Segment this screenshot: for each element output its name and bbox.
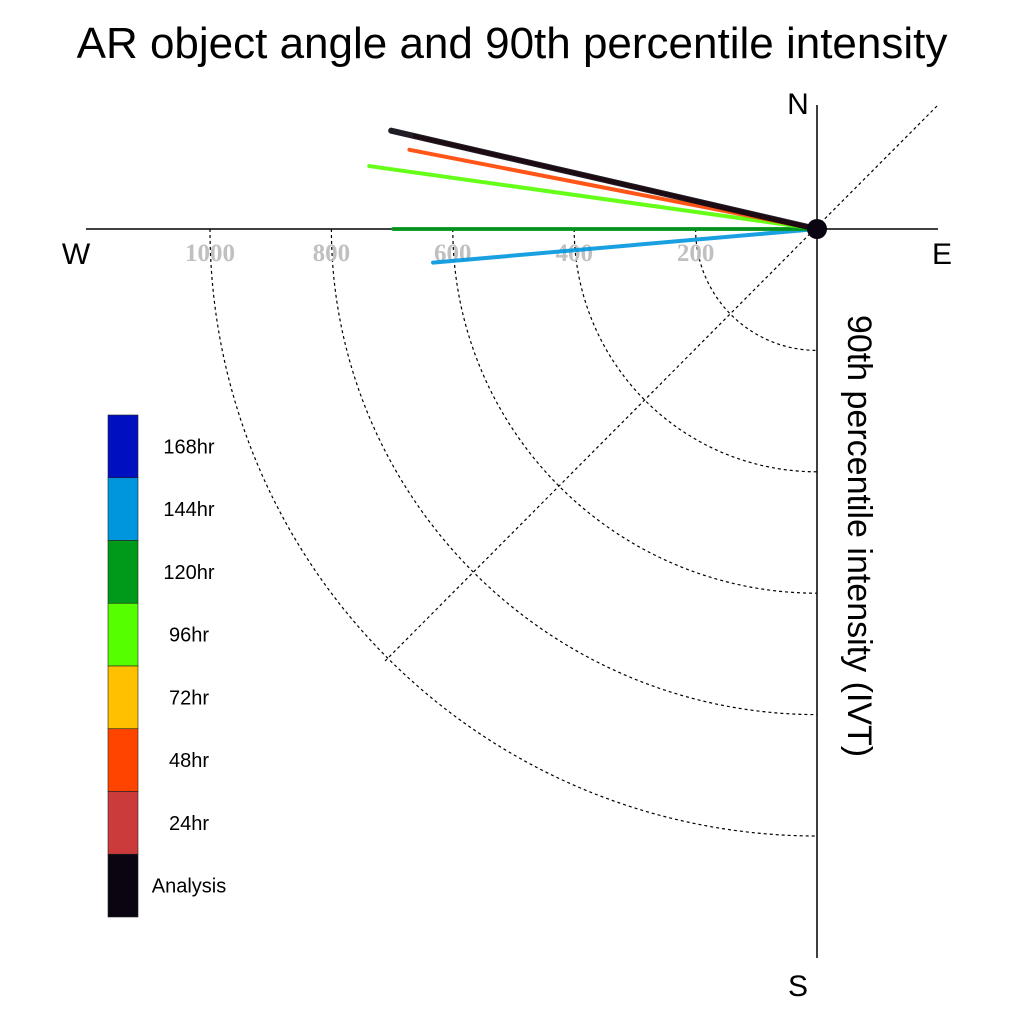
- legend-label: 120hr: [163, 562, 214, 584]
- legend-swatch-168hr: [107, 414, 139, 479]
- legend-label: 72hr: [169, 687, 209, 709]
- legend-swatch-144hr: [107, 477, 139, 541]
- tick-label: 400: [555, 240, 593, 267]
- tick-label: 800: [313, 240, 351, 267]
- grid-ring-1000: [209, 228, 818, 837]
- legend-swatch-24hr: [107, 791, 139, 855]
- chart-title: AR object angle and 90th percentile inte…: [77, 19, 948, 68]
- legend-swatch-96hr: [107, 602, 139, 667]
- legend-label: Analysis: [152, 876, 226, 898]
- legend-label: 144hr: [163, 499, 214, 521]
- legend-swatch-48hr: [107, 728, 139, 792]
- tick-label: 1000: [185, 240, 235, 267]
- origin-marker: [807, 219, 827, 239]
- legend-label: 168hr: [163, 436, 214, 458]
- series-line-144hr: [431, 227, 819, 265]
- legend-swatch-analysis: [107, 853, 139, 918]
- compass-west: W: [62, 238, 91, 271]
- tick-label: 200: [677, 240, 715, 267]
- grid-ring-200: [695, 228, 818, 351]
- grid-ring-600: [452, 228, 818, 594]
- legend-label: 24hr: [169, 813, 209, 835]
- legend-swatch-120hr: [107, 540, 139, 604]
- legend-swatch-72hr: [107, 665, 139, 730]
- compass-north: N: [787, 88, 809, 121]
- series-lines: [367, 127, 820, 265]
- grid-ring-800: [330, 228, 818, 716]
- compass-south: S: [788, 970, 808, 1003]
- legend: 168hr 144hr 120hr 96hr 72hr 48hr 24hr Analysis: [107, 414, 226, 918]
- legend-label: 48hr: [169, 750, 209, 772]
- compass-east: E: [932, 238, 952, 271]
- series-line-analysis: [388, 127, 820, 232]
- series-line-96hr: [367, 164, 819, 231]
- legend-label: 96hr: [169, 625, 209, 647]
- diagonal-45-line: [384, 105, 938, 662]
- grid-ring-400: [573, 228, 818, 473]
- radial-grid-rings: [209, 228, 818, 837]
- radial-axis-label: 90th percentile intensity (IVT): [840, 315, 878, 757]
